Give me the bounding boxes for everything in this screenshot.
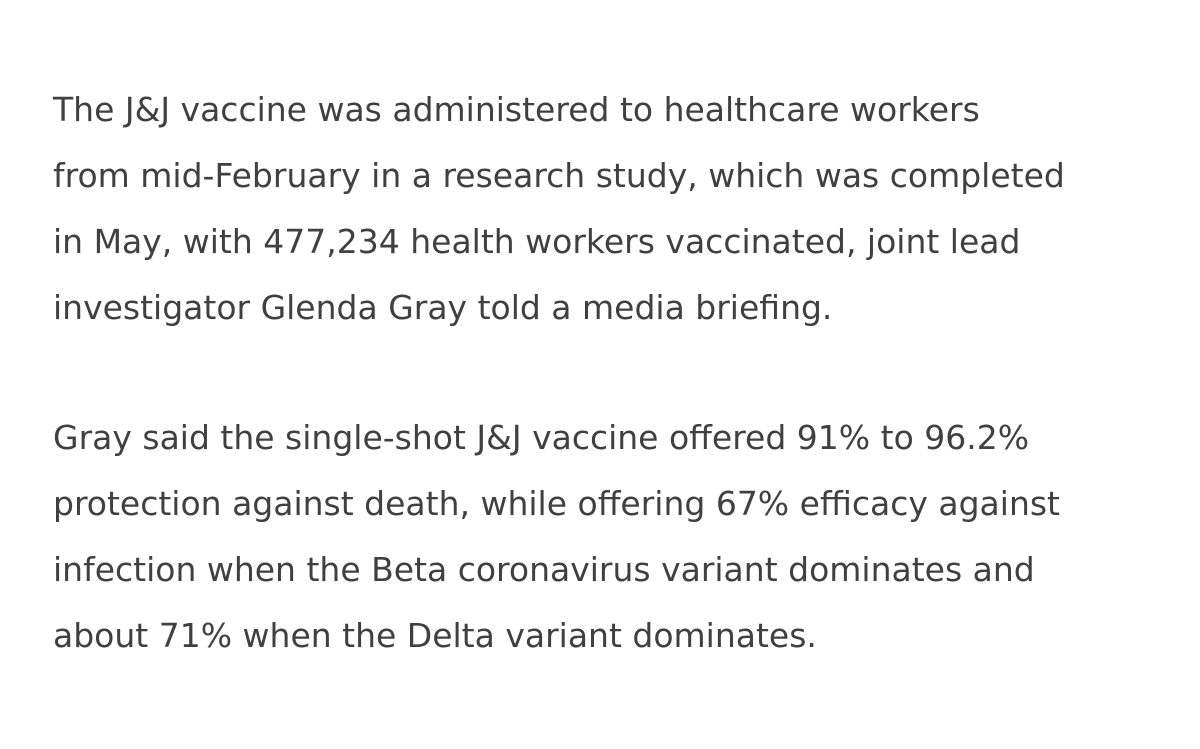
paragraph-line: protection against death, while offering…: [53, 484, 1060, 523]
article-paragraph-2: Gray said the single-shot J&J vaccine of…: [53, 405, 1153, 669]
paragraph-line: in May, with 477,234 health workers vacc…: [53, 222, 1021, 261]
article-body: The J&J vaccine was administered to heal…: [53, 77, 1153, 669]
paragraph-line: investigator Glenda Gray told a media br…: [53, 288, 833, 327]
paragraph-line: infection when the Beta coronavirus vari…: [53, 550, 1035, 589]
paragraph-line: Gray said the single-shot J&J vaccine of…: [53, 418, 1030, 457]
paragraph-line: about 71% when the Delta variant dominat…: [53, 616, 817, 655]
paragraph-line: The J&J vaccine was administered to heal…: [53, 90, 980, 129]
paragraph-line: from mid-February in a research study, w…: [53, 156, 1065, 195]
article-paragraph-1: The J&J vaccine was administered to heal…: [53, 77, 1153, 341]
